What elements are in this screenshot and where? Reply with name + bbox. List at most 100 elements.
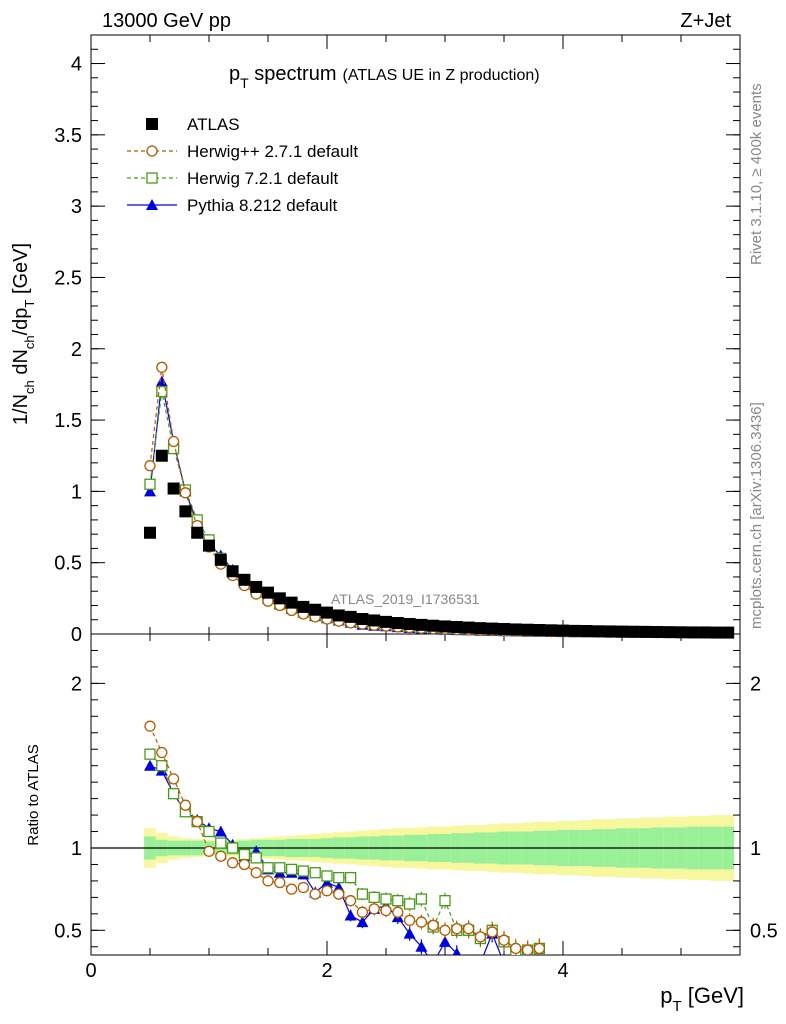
- data-point: [675, 626, 687, 639]
- data-point: [203, 539, 215, 552]
- ratio-point: [356, 888, 369, 900]
- x-axis-label-p: p: [660, 983, 672, 1008]
- data-point: [439, 620, 451, 633]
- ratio-point: [262, 875, 274, 887]
- process-label: Z+Jet: [680, 10, 731, 32]
- ratio-uncertainty-band: [91, 815, 740, 881]
- ratio-point: [533, 957, 545, 968]
- legend-marker: [146, 145, 158, 157]
- main-y-tick-label: 1.5: [54, 410, 82, 432]
- data-point: [545, 624, 558, 637]
- ratio-point: [522, 957, 534, 968]
- main-y-tick-label: 1: [71, 481, 82, 503]
- ratio-y-tick-label: 2: [71, 673, 82, 695]
- ratio-point: [451, 923, 463, 935]
- data-point: [297, 600, 310, 613]
- data-point: [155, 449, 168, 462]
- ratio-point: [274, 862, 286, 874]
- data-point: [356, 613, 369, 626]
- data-point: [332, 609, 345, 622]
- main-y-tick-label: 2.5: [54, 267, 82, 289]
- data-point: [321, 606, 333, 619]
- ratio-point: [415, 940, 428, 952]
- ratio-point: [144, 720, 156, 732]
- ratio-line: [149, 753, 540, 953]
- ratio-point: [356, 916, 369, 928]
- legend-label: ATLAS: [187, 115, 240, 134]
- ratio-y-tick-label: 0.5: [54, 920, 82, 942]
- ratio-point: [356, 906, 369, 918]
- main-y-tick-label: 0: [71, 624, 82, 646]
- ratio-point: [498, 934, 510, 946]
- x-axis-label: pT [GeV]: [660, 983, 744, 1015]
- data-point: [639, 625, 652, 638]
- data-point: [557, 624, 569, 637]
- ratio-point: [368, 891, 380, 904]
- ratio-point: [415, 916, 428, 928]
- data-point: [627, 625, 640, 638]
- main-y-tick-label: 2: [71, 339, 82, 361]
- ratio-point: [368, 903, 380, 915]
- y-axis-label-part: /dp: [10, 308, 32, 336]
- data-point: [214, 553, 227, 566]
- ratio-point: [250, 852, 262, 864]
- data-point: [179, 505, 192, 518]
- main-y-tick-label: 3: [71, 196, 82, 218]
- ratio-point: [498, 957, 510, 968]
- data-point: [521, 623, 534, 636]
- ratio-y-axis-label: Ratio to ATLAS: [25, 744, 42, 845]
- legend-label: Pythia 8.212 default: [187, 196, 338, 215]
- series-0: [144, 449, 735, 639]
- ratio-point: [250, 867, 262, 879]
- ratio-point: [274, 876, 286, 889]
- data-point: [427, 619, 440, 632]
- data-point: [616, 625, 628, 638]
- ratio-point: [380, 904, 392, 917]
- ratio-point: [521, 944, 534, 955]
- ratio-y-tick-label-right: 2: [750, 673, 761, 695]
- ratio-point: [156, 746, 168, 759]
- ratio-point: [380, 893, 392, 905]
- ratio-y-tick-label-right: 1: [750, 838, 761, 860]
- y-axis-label-part: ch: [22, 380, 37, 394]
- data-point: [663, 626, 676, 639]
- ratio-point: [285, 863, 298, 876]
- ratio-point: [403, 927, 416, 939]
- ratio-point: [238, 858, 251, 871]
- ratio-line: [149, 725, 540, 951]
- ratio-point: [439, 935, 451, 947]
- ratio-point: [463, 957, 475, 968]
- plot-title-p: p: [229, 63, 240, 85]
- ratio-y-tick-label: 1: [71, 838, 82, 860]
- data-point: [498, 623, 510, 636]
- data-point: [155, 375, 168, 387]
- ratio-point: [427, 957, 439, 968]
- legend-item: Herwig++ 2.7.1 default: [127, 142, 358, 161]
- data-point: [344, 610, 357, 623]
- ratio-point: [474, 931, 487, 943]
- data-point: [380, 615, 392, 628]
- data-point: [156, 385, 168, 398]
- data-point: [651, 626, 664, 639]
- data-point: [250, 580, 263, 593]
- ratio-point: [415, 893, 428, 905]
- ratio-point: [226, 857, 239, 869]
- y-axis-label-part: dN: [10, 349, 32, 380]
- data-point: [226, 565, 239, 578]
- x-axis-label-sub: T: [672, 998, 681, 1015]
- x-tick-label: 4: [557, 960, 568, 982]
- ratio-point: [203, 845, 215, 857]
- x-tick-label: 0: [85, 960, 96, 982]
- data-point: [167, 482, 180, 495]
- x-tick-label: 2: [321, 960, 332, 982]
- main-y-tick-label: 4: [71, 54, 82, 76]
- data-point: [309, 603, 322, 616]
- ratio-point: [392, 895, 404, 907]
- plot-title-sub: T: [240, 75, 249, 91]
- ratio-point: [462, 923, 475, 935]
- ratio-point: [191, 816, 203, 828]
- ratio-point: [344, 909, 357, 921]
- ratio-point: [403, 898, 416, 910]
- rivet-label: Rivet 3.1.10, ≥ 400k events: [748, 83, 765, 265]
